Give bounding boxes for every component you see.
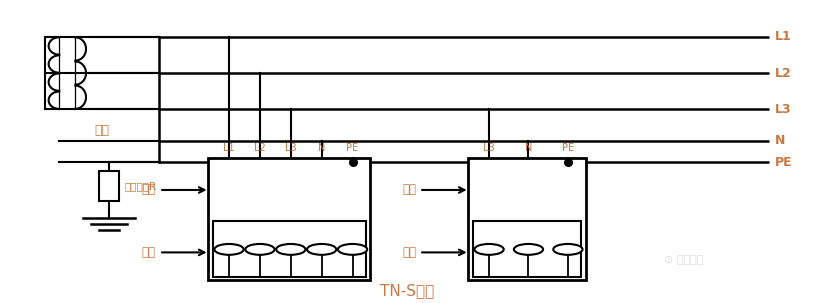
Text: PE: PE [562, 143, 574, 153]
Text: L2: L2 [775, 67, 792, 80]
Circle shape [276, 244, 305, 255]
Text: N: N [318, 143, 326, 153]
Text: 接地电阻R: 接地电阻R [125, 181, 156, 191]
Text: L2: L2 [254, 143, 266, 153]
Text: PE: PE [347, 143, 359, 153]
Circle shape [338, 244, 367, 255]
Text: 电源: 电源 [94, 124, 109, 137]
Circle shape [554, 244, 583, 255]
Text: L1: L1 [223, 143, 235, 153]
Bar [468, 158, 586, 280]
Text: L3: L3 [484, 143, 495, 153]
Text: 柜体: 柜体 [402, 184, 416, 196]
Text: 柜体: 柜体 [142, 184, 156, 196]
Text: L1: L1 [775, 30, 792, 43]
Circle shape [514, 244, 543, 255]
Bar [99, 171, 119, 201]
Text: 设备: 设备 [142, 246, 156, 259]
Text: L3: L3 [775, 103, 792, 116]
Bar [208, 158, 370, 280]
Text: L3: L3 [285, 143, 296, 153]
Text: N: N [525, 143, 532, 153]
Circle shape [245, 244, 274, 255]
Text: 设备: 设备 [402, 246, 416, 259]
Text: PE: PE [775, 155, 793, 168]
Text: ⊙ 剑指工控: ⊙ 剑指工控 [663, 255, 703, 265]
Circle shape [475, 244, 504, 255]
Text: N: N [775, 135, 786, 148]
Bar [473, 221, 581, 277]
Bar [212, 221, 365, 277]
Circle shape [307, 244, 336, 255]
Text: TN-S系统: TN-S系统 [380, 283, 434, 298]
Circle shape [214, 244, 243, 255]
